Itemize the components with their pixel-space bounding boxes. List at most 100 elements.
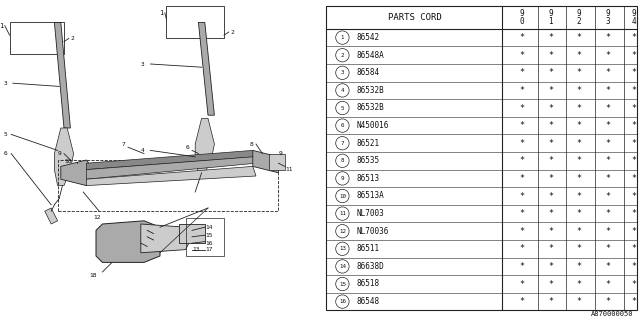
Text: *: * (519, 279, 524, 289)
Text: *: * (631, 103, 636, 113)
Text: *: * (631, 174, 636, 183)
Text: 3: 3 (3, 81, 7, 86)
Text: 2: 2 (70, 36, 74, 41)
Text: 8: 8 (340, 158, 344, 163)
Text: *: * (519, 227, 524, 236)
Text: 86532B: 86532B (357, 103, 385, 113)
Text: *: * (519, 174, 524, 183)
Text: 5: 5 (340, 106, 344, 110)
Text: *: * (577, 209, 582, 218)
Text: *: * (519, 86, 524, 95)
Text: *: * (548, 244, 553, 253)
Text: 9: 9 (340, 176, 344, 181)
Text: *: * (631, 33, 636, 42)
Text: *: * (577, 262, 582, 271)
Text: *: * (605, 262, 611, 271)
Text: 13: 13 (192, 247, 200, 252)
Text: 1: 1 (340, 35, 344, 40)
Text: *: * (605, 68, 611, 77)
Text: 2: 2 (230, 29, 234, 35)
Text: 16: 16 (339, 299, 346, 304)
Text: *: * (605, 279, 611, 289)
Text: 12: 12 (339, 229, 346, 234)
Text: *: * (631, 139, 636, 148)
Text: 8: 8 (250, 141, 253, 147)
Text: 15: 15 (205, 233, 212, 238)
Text: 6: 6 (186, 145, 189, 150)
Text: 9
2: 9 2 (577, 9, 582, 26)
Text: *: * (577, 244, 582, 253)
Text: 7: 7 (122, 141, 125, 147)
Text: *: * (605, 297, 611, 306)
Text: 6: 6 (340, 123, 344, 128)
Text: *: * (577, 51, 582, 60)
Bar (58, 160, 278, 211)
Text: *: * (548, 191, 553, 201)
Text: *: * (577, 279, 582, 289)
Text: NL7003: NL7003 (357, 209, 385, 218)
Polygon shape (198, 22, 214, 115)
Text: *: * (577, 33, 582, 42)
Text: 13: 13 (339, 246, 346, 251)
Text: 1: 1 (159, 10, 163, 16)
Text: *: * (631, 86, 636, 95)
Text: *: * (548, 297, 553, 306)
Text: *: * (548, 174, 553, 183)
Text: 4: 4 (141, 148, 145, 153)
Text: 14: 14 (205, 225, 212, 230)
Text: NL70036: NL70036 (357, 227, 389, 236)
Text: *: * (519, 68, 524, 77)
Text: *: * (519, 103, 524, 113)
Text: *: * (605, 174, 611, 183)
Text: *: * (577, 139, 582, 148)
Text: *: * (548, 227, 553, 236)
Text: 6: 6 (3, 151, 7, 156)
Text: 15: 15 (339, 282, 346, 286)
Polygon shape (54, 22, 70, 128)
Bar (186, 218, 224, 256)
Text: *: * (605, 121, 611, 130)
Text: *: * (577, 191, 582, 201)
Text: *: * (605, 209, 611, 218)
Polygon shape (96, 221, 160, 262)
Text: *: * (577, 156, 582, 165)
Text: *: * (548, 156, 553, 165)
Polygon shape (86, 157, 256, 179)
Text: 9: 9 (278, 151, 282, 156)
Text: 7: 7 (340, 141, 344, 146)
Text: *: * (519, 121, 524, 130)
Text: 86532B: 86532B (357, 86, 385, 95)
Text: 9
4: 9 4 (631, 9, 636, 26)
Text: *: * (548, 121, 553, 130)
Text: PARTS CORD: PARTS CORD (388, 13, 441, 22)
Text: 2: 2 (340, 53, 344, 58)
Text: 86584: 86584 (357, 68, 380, 77)
Bar (269, 154, 285, 170)
Text: 10: 10 (339, 194, 346, 198)
Polygon shape (54, 128, 74, 186)
Polygon shape (61, 160, 96, 186)
Bar (10, 22, 64, 54)
Text: *: * (631, 209, 636, 218)
Text: *: * (548, 103, 553, 113)
Polygon shape (86, 166, 256, 186)
Text: 12: 12 (93, 215, 100, 220)
Polygon shape (195, 118, 214, 173)
Text: *: * (519, 139, 524, 148)
Text: *: * (631, 51, 636, 60)
Polygon shape (141, 224, 192, 253)
Bar (179, 224, 205, 243)
Text: *: * (631, 279, 636, 289)
Text: 14: 14 (339, 264, 346, 269)
Text: 86535: 86535 (357, 156, 380, 165)
Text: *: * (577, 227, 582, 236)
Text: 9
1: 9 1 (548, 9, 553, 26)
Text: 11: 11 (285, 167, 292, 172)
Text: *: * (519, 51, 524, 60)
Text: *: * (605, 51, 611, 60)
Text: 16: 16 (205, 241, 212, 246)
Text: *: * (577, 297, 582, 306)
Text: 86513: 86513 (357, 174, 380, 183)
Text: 86548A: 86548A (357, 51, 385, 60)
Text: 86638D: 86638D (357, 262, 385, 271)
